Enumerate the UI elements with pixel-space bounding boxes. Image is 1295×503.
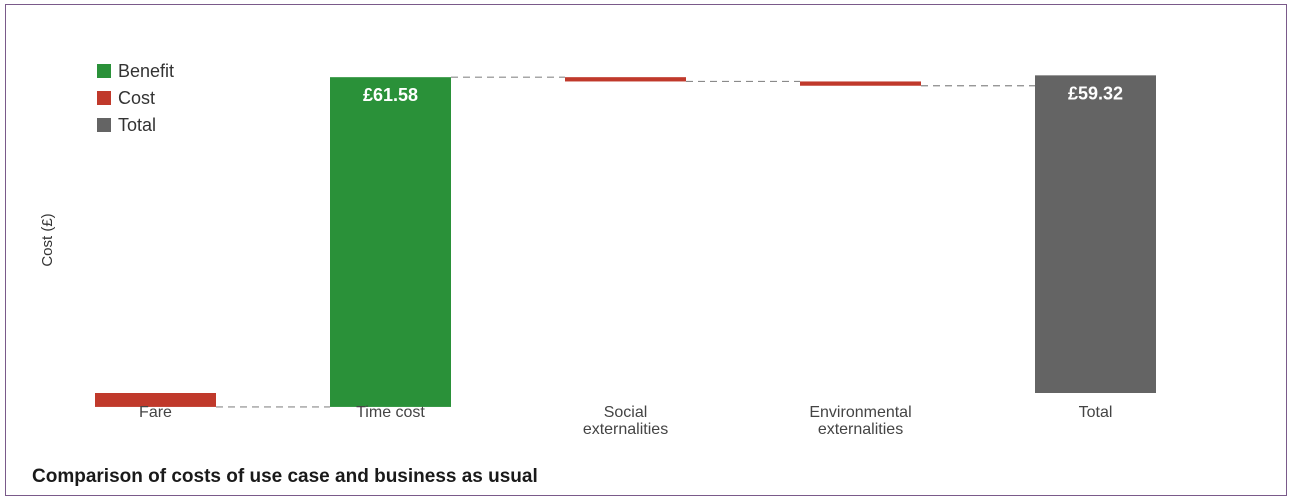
bar-fare bbox=[95, 393, 216, 407]
x-tick-labels: Fare Time cost Social externalities Environm… bbox=[139, 404, 1112, 438]
legend-swatch-total bbox=[97, 118, 111, 132]
x-tick-label: Time cost bbox=[356, 404, 425, 421]
bar-time-cost bbox=[330, 77, 451, 407]
data-label-time-cost: £61.58 bbox=[363, 85, 418, 105]
x-tick-label: Social externalities bbox=[583, 404, 668, 438]
x-tick-label: Fare bbox=[139, 404, 172, 421]
bar-total bbox=[1035, 75, 1156, 394]
chart-frame bbox=[5, 4, 1287, 496]
frame-right-border bbox=[1286, 4, 1287, 496]
legend-label-total: Total bbox=[118, 115, 156, 135]
data-labels: £61.58 £59.32 bbox=[363, 83, 1123, 105]
data-label-total: £59.32 bbox=[1068, 83, 1123, 103]
bars bbox=[95, 75, 1156, 407]
chart-caption: Comparison of costs of use case and busi… bbox=[32, 466, 538, 487]
legend-label-benefit: Benefit bbox=[118, 61, 174, 81]
x-tick-label: Total bbox=[1079, 404, 1113, 421]
x-tick-label: Environmental externalities bbox=[809, 404, 911, 438]
legend-label-cost: Cost bbox=[118, 88, 155, 108]
bar-environmental-externalities bbox=[800, 81, 921, 86]
legend-swatch-benefit bbox=[97, 64, 111, 78]
legend-swatch-cost bbox=[97, 91, 111, 105]
y-axis-label: Cost (£) bbox=[39, 213, 56, 266]
bar-social-externalities bbox=[565, 77, 686, 82]
connector-lines bbox=[216, 76, 1035, 408]
legend: Benefit Cost Total bbox=[97, 61, 174, 135]
